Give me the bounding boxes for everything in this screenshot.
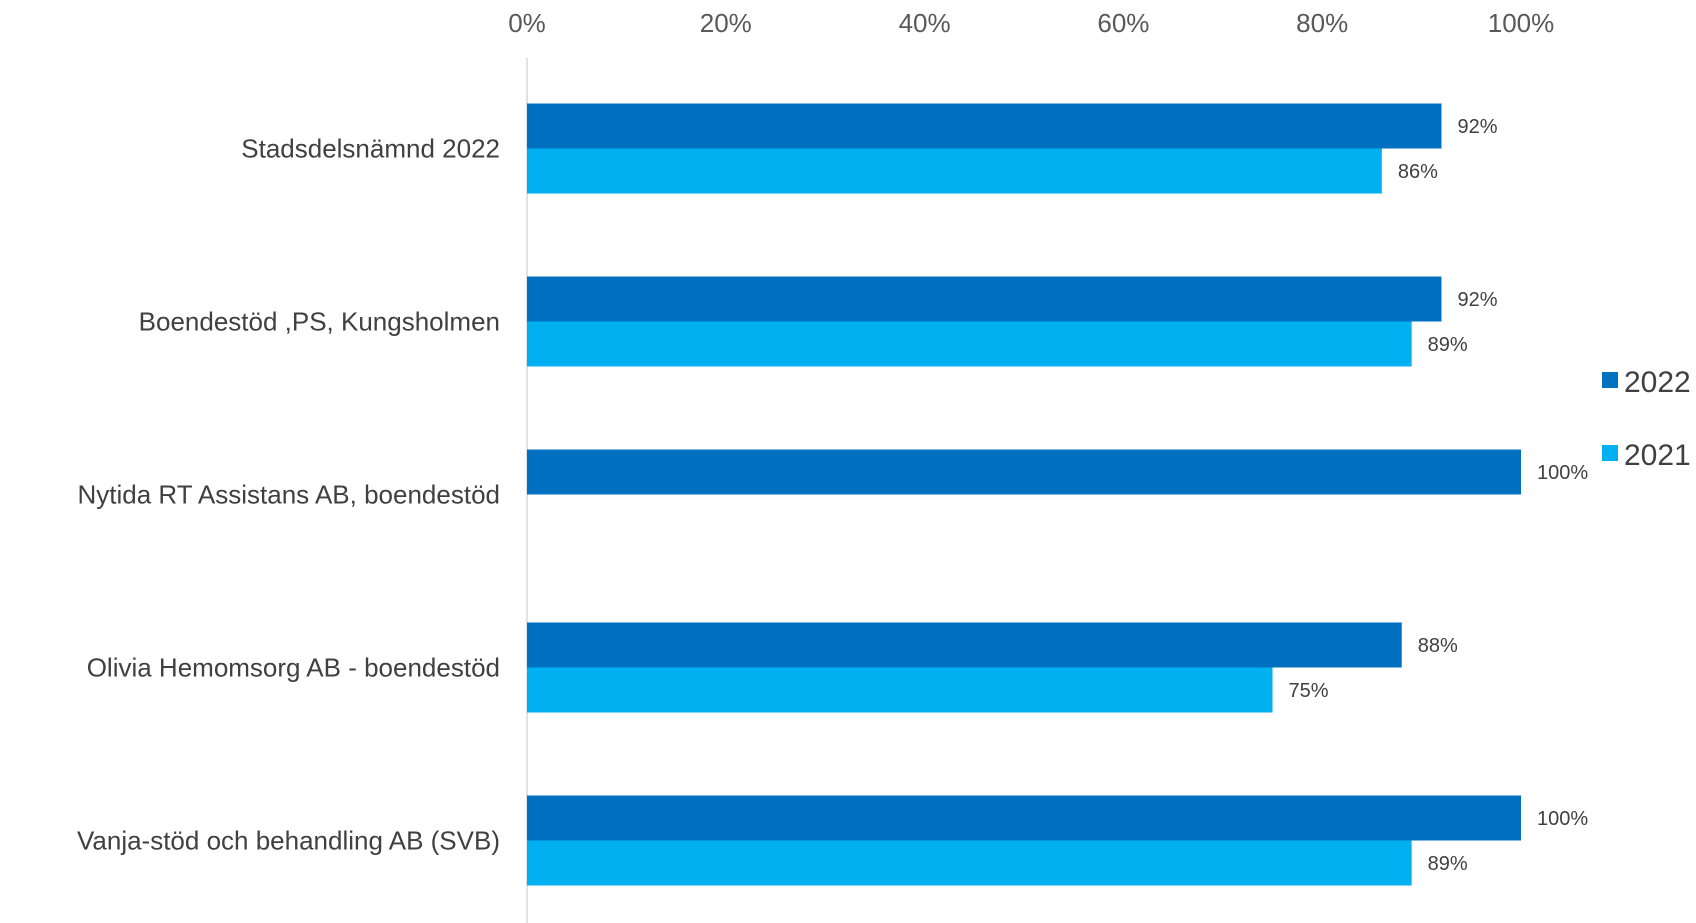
- bar-series-2021: [527, 667, 1273, 713]
- bar-series-2022: [527, 622, 1402, 668]
- category-label: Olivia Hemomsorg AB - boendestöd: [87, 653, 500, 683]
- x-tick-label: 0%: [508, 8, 546, 38]
- bar-series-2022: [527, 795, 1521, 841]
- x-tick-label: 40%: [899, 8, 951, 38]
- data-label: 86%: [1398, 161, 1438, 183]
- bar-series-2022: [527, 276, 1442, 322]
- category-label: Nytida RT Assistans AB, boendestöd: [77, 480, 500, 510]
- bar-series-2021: [527, 148, 1382, 194]
- x-tick-label: 100%: [1488, 8, 1555, 38]
- data-label: 100%: [1537, 808, 1588, 830]
- data-label: 75%: [1289, 680, 1329, 702]
- x-tick-label: 80%: [1296, 8, 1348, 38]
- bar-series-2021: [527, 840, 1412, 886]
- category-label: Stadsdelsnämnd 2022: [241, 134, 500, 164]
- bar-series-2022: [527, 449, 1521, 495]
- data-label: 89%: [1428, 334, 1468, 356]
- data-label: 89%: [1428, 853, 1468, 875]
- bar-series-2021: [527, 321, 1412, 367]
- category-label: Vanja-stöd och behandling AB (SVB): [77, 826, 500, 856]
- legend-label: 2021: [1624, 439, 1691, 472]
- x-tick-label: 20%: [700, 8, 752, 38]
- data-label: 92%: [1457, 289, 1497, 311]
- x-tick-label: 60%: [1097, 8, 1149, 38]
- category-label: Boendestöd ,PS, Kungsholmen: [139, 307, 500, 337]
- legend-swatch-2021: [1602, 445, 1618, 461]
- data-label: 100%: [1537, 462, 1588, 484]
- legend-swatch-2022: [1602, 372, 1618, 388]
- legend-label: 2022: [1624, 366, 1691, 399]
- data-label: 92%: [1457, 116, 1497, 138]
- data-label: 88%: [1418, 635, 1458, 657]
- bar-series-2022: [527, 103, 1442, 149]
